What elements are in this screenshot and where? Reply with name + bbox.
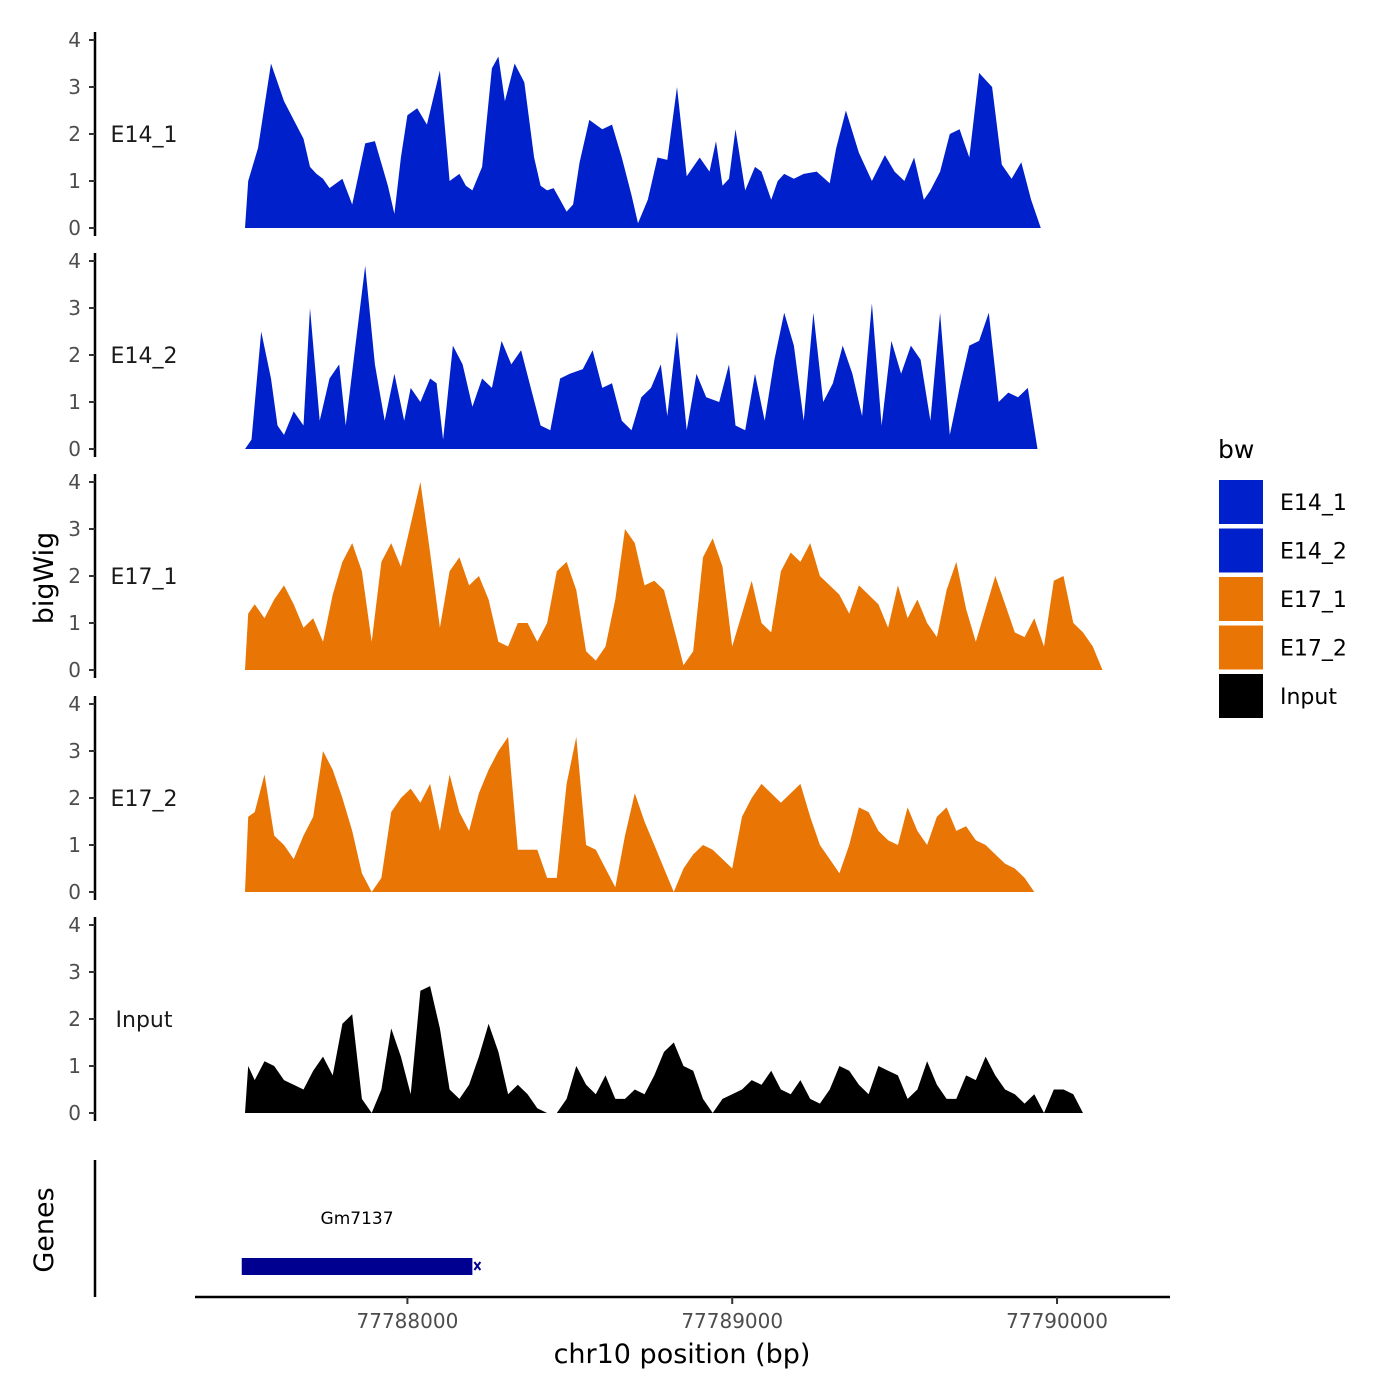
x-axis-title: chr10 position (bp): [554, 1339, 811, 1370]
coverage-area-E17_1: [245, 482, 1122, 670]
y-tick-label: 0: [68, 1101, 81, 1125]
coverage-area-E17_2: [245, 736, 1122, 892]
y-tick-label: 4: [68, 692, 81, 716]
legend-swatch: [1219, 480, 1263, 524]
legend-swatch: [1219, 625, 1263, 670]
track-E14_2: 0 1 2 3 4 E14_2: [68, 249, 1122, 461]
y-tick-label: 3: [68, 517, 81, 541]
legend-item-E14_1: E14_1: [1219, 480, 1347, 524]
coverage-area-Input: [245, 986, 1122, 1113]
y-tick-label: 2: [68, 343, 81, 367]
legend-swatch: [1219, 577, 1263, 621]
legend-label: E14_1: [1280, 491, 1347, 516]
track-label: E14_1: [111, 123, 178, 148]
y-tick-label: 3: [68, 296, 81, 320]
track-E17_1: 0 1 2 3 4 E17_1: [68, 470, 1122, 682]
legend-swatch: [1219, 674, 1263, 718]
genes-axis-title: Genes: [29, 1187, 60, 1272]
track-label: E14_2: [111, 344, 178, 369]
y-tick-label: 2: [68, 786, 81, 810]
y-tick-label: 4: [68, 28, 81, 52]
y-tick-label: 2: [68, 564, 81, 588]
y-tick-label: 4: [68, 470, 81, 494]
y-axis-title: bigWig: [29, 532, 60, 625]
track-label: Input: [116, 1008, 173, 1033]
y-tick-label: 3: [68, 739, 81, 763]
legend-label: E14_2: [1280, 540, 1347, 565]
y-tick-label: 0: [68, 658, 81, 682]
y-tick-label: 2: [68, 1007, 81, 1031]
legend-title: bw: [1218, 435, 1254, 464]
legend-item-E14_2: E14_2: [1219, 528, 1347, 573]
track-E17_2: 0 1 2 3 4 E17_2: [68, 692, 1122, 904]
legend: bw E14_1 E14_2 E17_1 E17_2 Input: [1218, 435, 1347, 718]
gene-label: Gm7137: [321, 1209, 394, 1229]
coverage-area-E14_2: [245, 265, 1122, 449]
y-tick-label: 4: [68, 249, 81, 273]
legend-item-Input: Input: [1219, 674, 1337, 718]
y-tick-label: 1: [68, 611, 81, 635]
x-axis: 77788000 77789000 77790000: [195, 1295, 1170, 1333]
legend-label: E17_1: [1280, 588, 1347, 613]
track-E14_1: 0 1 2 3 4 E14_1: [68, 28, 1122, 240]
y-tick-label: 0: [68, 437, 81, 461]
y-tick-label: 1: [68, 833, 81, 857]
x-tick-label: 77788000: [357, 1309, 459, 1333]
track-Input: 0 1 2 3 4 Input: [68, 913, 1122, 1125]
y-tick-label: 0: [68, 216, 81, 240]
y-tick-label: 1: [68, 1054, 81, 1078]
y-tick-label: 3: [68, 75, 81, 99]
legend-label: Input: [1280, 685, 1337, 710]
y-tick-label: 0: [68, 880, 81, 904]
track-label: E17_2: [111, 787, 178, 812]
legend-label: E17_2: [1280, 637, 1347, 662]
genes-track: Gm7137: [93, 1160, 482, 1297]
legend-item-E17_1: E17_1: [1219, 577, 1347, 621]
coverage-tracks: 0 1 2 3 4 E14_1 0 1 2 3 4 E14_2 0 1 2 3 4 E17_1 0 1 2 3 4 E17_2…: [68, 28, 1122, 1125]
y-tick-label: 1: [68, 169, 81, 193]
x-tick-label: 77790000: [1006, 1309, 1108, 1333]
legend-item-E17_2: E17_2: [1219, 625, 1347, 670]
y-tick-label: 3: [68, 960, 81, 984]
gene-body: [241, 1258, 473, 1275]
x-tick-label: 77789000: [681, 1309, 783, 1333]
gene-strand-mark: [473, 1261, 482, 1271]
coverage-area-E14_1: [245, 56, 1122, 228]
legend-swatch: [1219, 528, 1263, 573]
y-tick-label: 2: [68, 122, 81, 146]
y-tick-label: 1: [68, 390, 81, 414]
y-tick-label: 4: [68, 913, 81, 937]
track-label: E17_1: [111, 565, 178, 590]
